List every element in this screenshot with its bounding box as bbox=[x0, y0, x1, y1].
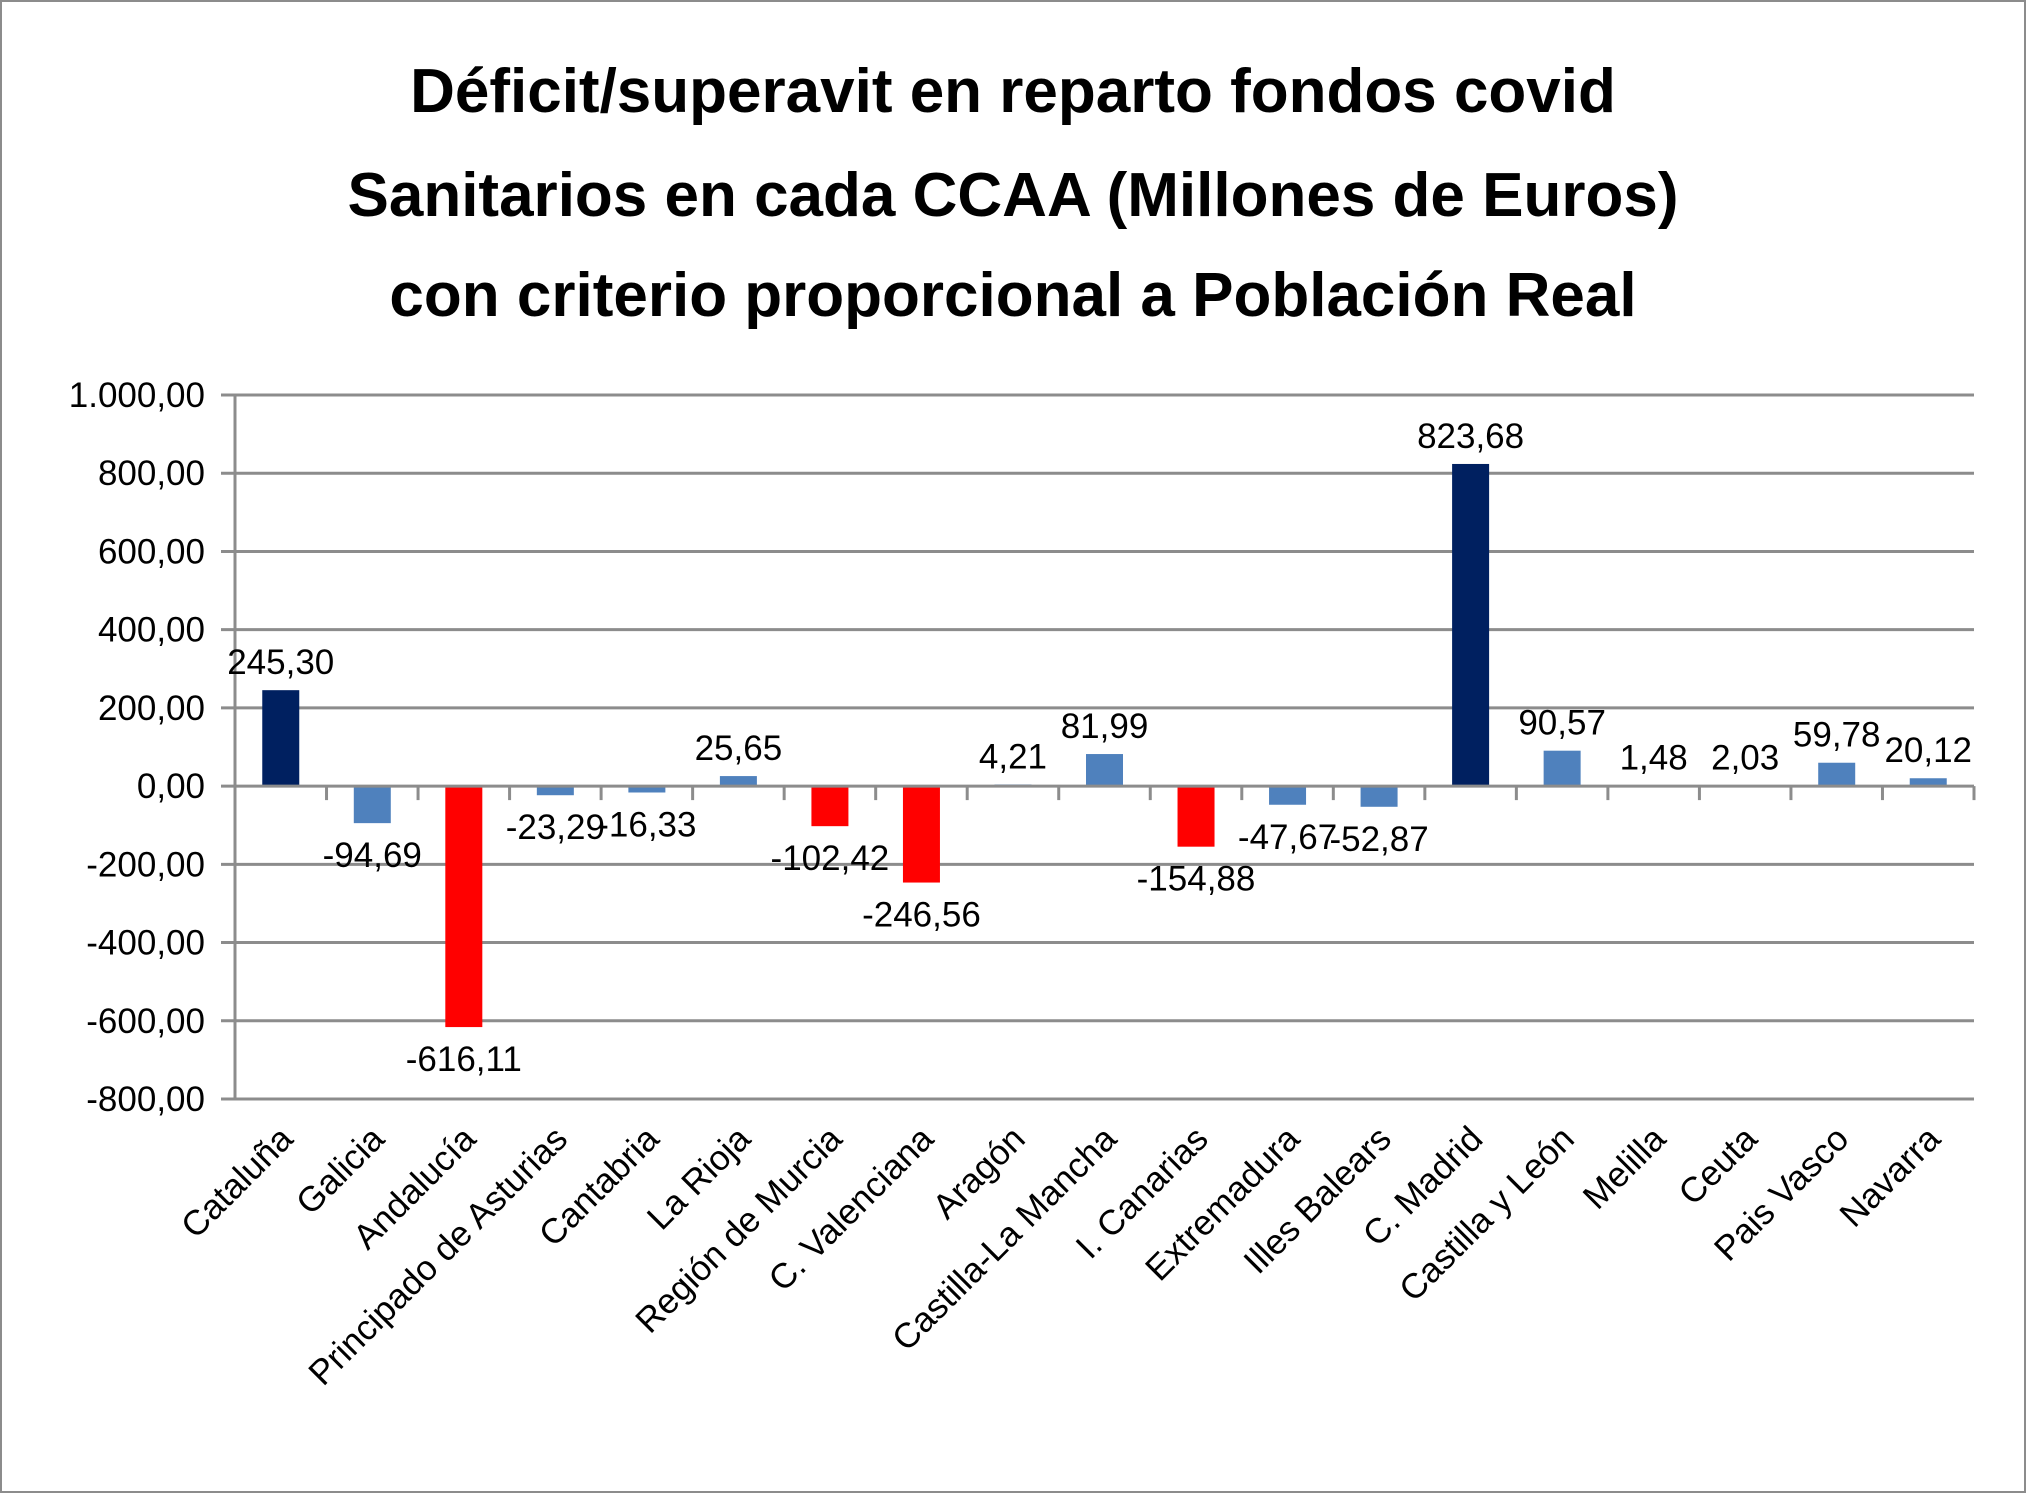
bar-0 bbox=[262, 690, 300, 787]
bar-9 bbox=[1086, 754, 1123, 787]
data-label: -52,87 bbox=[1329, 820, 1428, 859]
chart-title: Déficit/superavit en reparto fondos covi… bbox=[348, 57, 1679, 330]
data-label: 4,21 bbox=[979, 737, 1047, 776]
bar-14 bbox=[1543, 750, 1581, 787]
bar-18 bbox=[1909, 778, 1947, 787]
data-label: 245,30 bbox=[227, 643, 334, 682]
data-label: -154,88 bbox=[1137, 860, 1256, 899]
chart-title-line-3: con criterio proporcional a Población Re… bbox=[389, 261, 1636, 330]
data-label: 90,57 bbox=[1518, 704, 1606, 743]
x-category-label: Cataluña bbox=[174, 1119, 301, 1246]
data-label: -47,67 bbox=[1238, 818, 1337, 857]
y-tick-label: 800,00 bbox=[98, 454, 205, 493]
data-label: -16,33 bbox=[597, 805, 696, 844]
chart-title-line-2: Sanitarios en cada CCAA (Millones de Eur… bbox=[348, 161, 1679, 230]
y-tick-label: 200,00 bbox=[98, 689, 205, 728]
data-label: 20,12 bbox=[1884, 731, 1972, 770]
data-label: 823,68 bbox=[1417, 417, 1524, 456]
bar-6 bbox=[811, 786, 849, 827]
data-label: 1,48 bbox=[1620, 739, 1688, 778]
x-category-label: Navarra bbox=[1832, 1119, 1948, 1235]
data-label: 59,78 bbox=[1793, 716, 1881, 755]
y-axis-tick-labels: 1.000,00 800,00 600,00 400,00 200,00 0,00 -200… bbox=[69, 376, 205, 1119]
y-tick-label: 400,00 bbox=[98, 611, 205, 650]
gridlines bbox=[221, 393, 1974, 1101]
data-label: -23,29 bbox=[506, 808, 605, 847]
y-tick-label: -600,00 bbox=[86, 1002, 205, 1041]
data-label: -102,42 bbox=[771, 839, 890, 878]
bar-1 bbox=[353, 786, 391, 824]
data-label: -616,11 bbox=[406, 1040, 522, 1079]
y-tick-label: 600,00 bbox=[98, 532, 205, 571]
bar-3 bbox=[536, 786, 574, 796]
bar-10 bbox=[1177, 786, 1215, 847]
bar-11 bbox=[1269, 786, 1307, 805]
y-tick-label: 1.000,00 bbox=[69, 376, 205, 415]
bar-13 bbox=[1452, 463, 1490, 787]
y-tick-label: 0,00 bbox=[137, 767, 205, 806]
chart-title-line-1: Déficit/superavit en reparto fondos covi… bbox=[410, 57, 1616, 126]
data-label: -246,56 bbox=[862, 896, 981, 935]
y-tick-label: -400,00 bbox=[86, 924, 205, 963]
x-category-label: C. Valenciana bbox=[761, 1119, 941, 1299]
bars bbox=[262, 463, 1947, 1028]
axes bbox=[221, 395, 1976, 1099]
bar-7 bbox=[902, 786, 940, 883]
bar-12 bbox=[1360, 786, 1398, 807]
bar-5 bbox=[719, 776, 757, 787]
bar-4 bbox=[628, 786, 666, 793]
bar-2 bbox=[445, 786, 483, 1028]
data-label: -94,69 bbox=[323, 836, 422, 875]
x-category-label: Melilla bbox=[1576, 1119, 1674, 1217]
data-label: 25,65 bbox=[695, 729, 783, 768]
y-tick-label: -200,00 bbox=[86, 845, 205, 884]
data-label: 2,03 bbox=[1711, 738, 1779, 777]
bar-17 bbox=[1818, 762, 1856, 787]
data-label: 81,99 bbox=[1061, 707, 1149, 746]
y-tick-label: -800,00 bbox=[86, 1080, 205, 1119]
data-labels: 245,30 -94,69 -616,11 -23,29-16,33 25,65 -102… bbox=[227, 417, 1972, 1079]
